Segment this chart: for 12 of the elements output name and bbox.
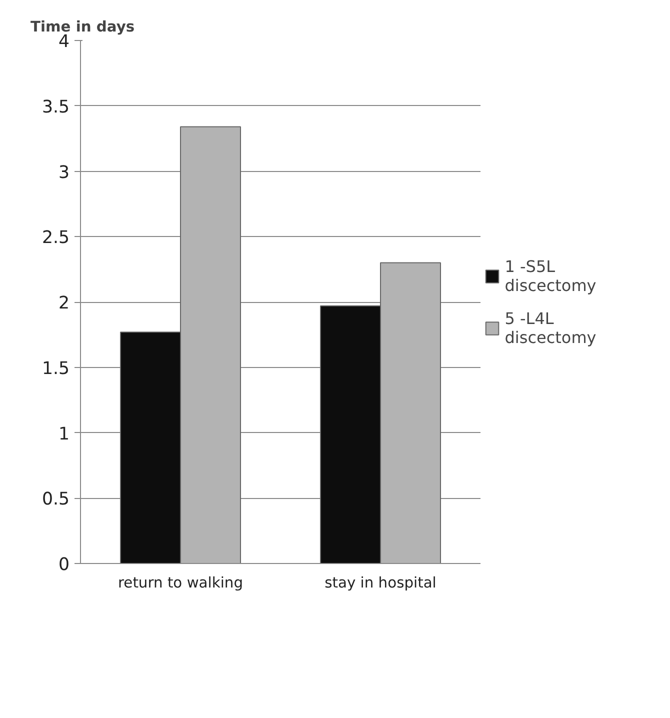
y-tick-label: 1.5	[42, 358, 70, 379]
y-tick-label: 2.5	[42, 228, 70, 248]
y-tick-label: 0	[58, 555, 70, 575]
legend-label: 5 -L4L discectomy	[504, 308, 596, 346]
x-tick-label: return to walking	[118, 574, 244, 592]
y-tick-label: 3	[58, 162, 70, 183]
y-tick-label: 1	[58, 424, 70, 444]
x-tick-label: stay in hospital	[324, 574, 436, 592]
y-tick-label: 2	[58, 294, 70, 314]
legend-label: 1 -S5L discectomy	[504, 256, 596, 294]
y-tick-label: 0.5	[42, 490, 70, 510]
y-tick-label: 3.5	[42, 97, 70, 118]
